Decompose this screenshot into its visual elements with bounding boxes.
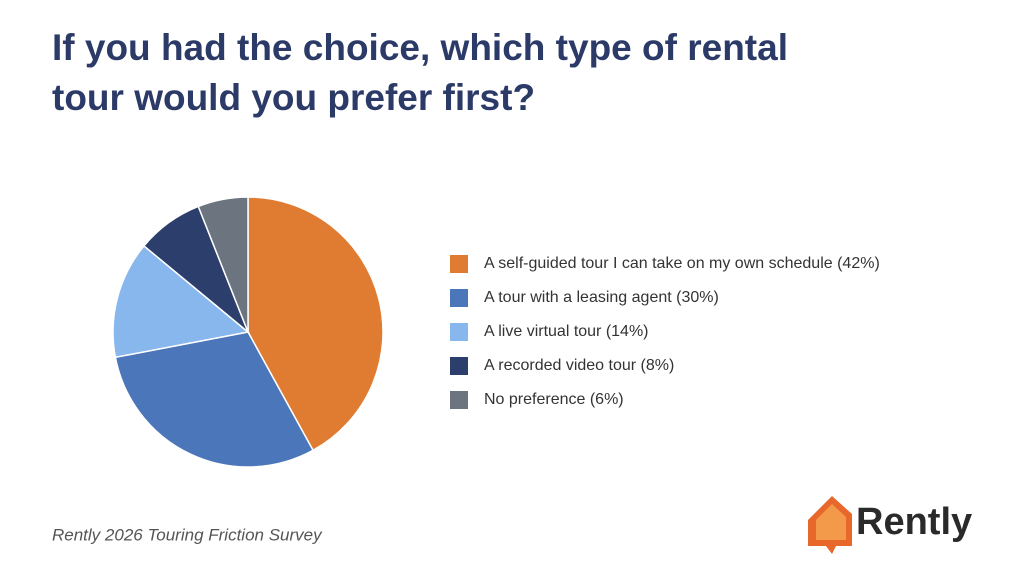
legend-label: A live virtual tour (14%) xyxy=(484,323,649,340)
legend-swatch xyxy=(450,391,468,409)
logo-icon xyxy=(808,496,852,554)
source: Rently 2026 Touring Friction Survey xyxy=(52,525,323,544)
legend-swatch xyxy=(450,289,468,307)
legend-label: A tour with a leasing agent (30%) xyxy=(484,289,719,306)
pie-slice xyxy=(197,196,249,333)
legend-label: A recorded video tour (8%) xyxy=(484,357,674,374)
pie-slice xyxy=(114,331,315,468)
legend-swatch xyxy=(450,255,468,273)
legend-swatch xyxy=(450,357,468,375)
logo-text: Rently xyxy=(856,501,972,543)
legend-swatch xyxy=(450,323,468,341)
legend-label: No preference (6%) xyxy=(484,391,624,408)
logo-house-inner xyxy=(816,504,846,540)
chart-title: If you had the choice, which type of ren… xyxy=(52,27,788,118)
pie-slice xyxy=(112,244,250,359)
pie-slice xyxy=(247,196,384,452)
legend-label: A self-guided tour I can take on my own … xyxy=(484,255,880,272)
